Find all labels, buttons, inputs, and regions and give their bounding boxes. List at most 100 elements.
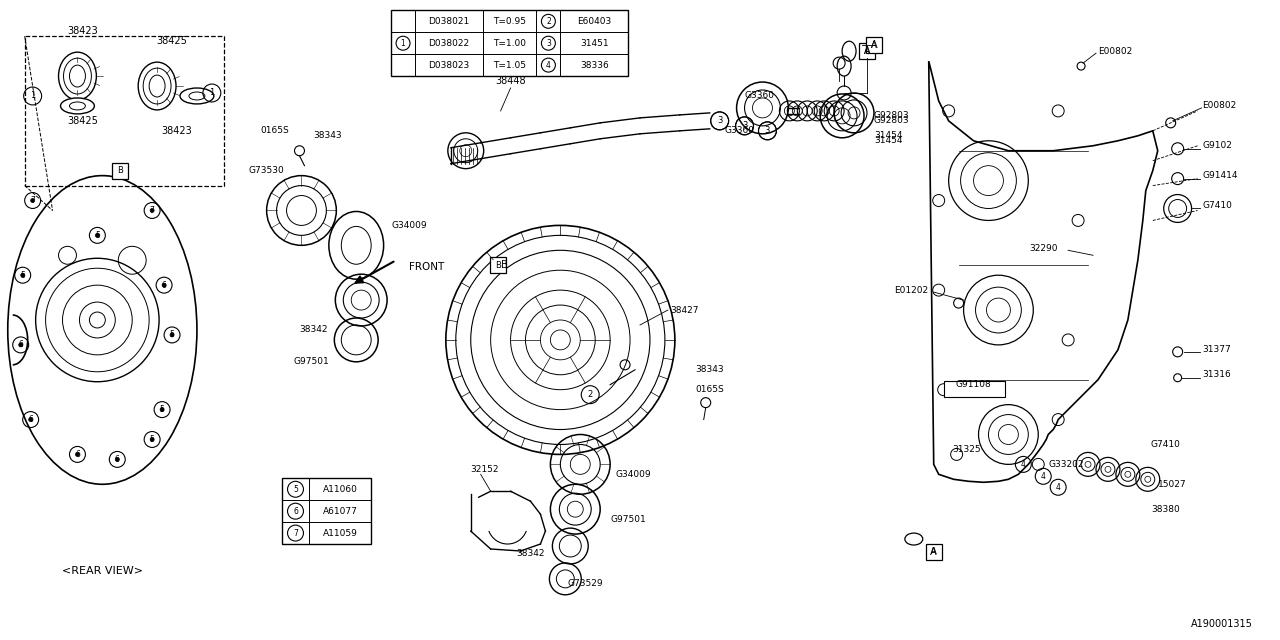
Text: 1: 1 <box>401 38 406 48</box>
Ellipse shape <box>189 92 205 100</box>
Text: 5: 5 <box>170 330 174 339</box>
Text: 38343: 38343 <box>314 131 342 140</box>
Text: A11060: A11060 <box>323 484 357 494</box>
Bar <box>113 163 128 179</box>
Circle shape <box>20 273 24 277</box>
Text: 31454: 31454 <box>874 131 902 140</box>
Text: D038023: D038023 <box>429 61 470 70</box>
Text: 4: 4 <box>547 61 550 70</box>
Ellipse shape <box>69 102 86 110</box>
Text: 38342: 38342 <box>516 550 545 559</box>
Text: 4: 4 <box>1041 472 1046 481</box>
Circle shape <box>170 333 174 337</box>
Text: G3360: G3360 <box>745 92 774 100</box>
Text: 38423: 38423 <box>67 26 97 36</box>
Text: A: A <box>864 46 870 56</box>
Text: 31316: 31316 <box>1202 371 1231 380</box>
Text: A61077: A61077 <box>323 507 357 516</box>
Text: E60403: E60403 <box>577 17 612 26</box>
Circle shape <box>31 198 35 202</box>
Text: G73530: G73530 <box>248 166 284 175</box>
Bar <box>867 37 882 53</box>
Text: 3: 3 <box>764 126 771 135</box>
Text: 38448: 38448 <box>495 76 526 86</box>
Circle shape <box>28 417 33 422</box>
Text: A: A <box>870 40 877 50</box>
Text: B: B <box>502 260 508 270</box>
Text: G33202: G33202 <box>1048 460 1084 469</box>
Text: 38427: 38427 <box>669 305 699 314</box>
Text: 6: 6 <box>115 455 120 464</box>
Bar <box>392 10 628 76</box>
Text: 7: 7 <box>150 206 155 215</box>
Text: A: A <box>931 547 937 557</box>
Text: E00802: E00802 <box>1202 101 1236 111</box>
Text: 7: 7 <box>293 529 298 538</box>
Text: 38380: 38380 <box>1151 505 1180 514</box>
Text: G34009: G34009 <box>392 221 426 230</box>
Text: 3: 3 <box>742 122 748 131</box>
Circle shape <box>19 343 23 347</box>
Text: 6: 6 <box>76 450 79 459</box>
Text: 31451: 31451 <box>580 38 608 48</box>
Circle shape <box>115 458 119 461</box>
Text: E00802: E00802 <box>1098 47 1133 56</box>
Text: A11059: A11059 <box>323 529 357 538</box>
Text: 38425: 38425 <box>67 116 97 126</box>
Text: 6: 6 <box>18 340 23 349</box>
Ellipse shape <box>60 98 95 114</box>
Text: 31454: 31454 <box>874 136 902 145</box>
Text: G7410: G7410 <box>1202 201 1233 210</box>
Text: G97501: G97501 <box>293 357 329 366</box>
Text: 15027: 15027 <box>1158 480 1187 489</box>
Text: 7: 7 <box>31 196 35 205</box>
Text: 6: 6 <box>28 415 33 424</box>
Text: 1: 1 <box>29 92 36 100</box>
Text: A: A <box>864 47 870 56</box>
Text: D038021: D038021 <box>429 17 470 26</box>
Text: 38336: 38336 <box>580 61 608 70</box>
Circle shape <box>160 408 164 412</box>
Text: 6: 6 <box>161 281 166 290</box>
Text: 38343: 38343 <box>696 365 724 374</box>
Text: 38425: 38425 <box>156 36 187 46</box>
Text: B: B <box>118 166 123 175</box>
Text: 5: 5 <box>150 435 155 444</box>
Text: 31377: 31377 <box>1202 346 1231 355</box>
Circle shape <box>96 234 100 237</box>
Text: 1: 1 <box>209 88 215 97</box>
Text: T=1.05: T=1.05 <box>493 61 526 70</box>
Circle shape <box>76 452 79 456</box>
Text: G91414: G91414 <box>1202 171 1238 180</box>
Text: E01202: E01202 <box>895 285 929 294</box>
Text: G7410: G7410 <box>1151 440 1180 449</box>
Text: D038022: D038022 <box>429 38 470 48</box>
Bar <box>490 257 506 273</box>
Text: G3360: G3360 <box>724 126 754 135</box>
Circle shape <box>163 283 166 287</box>
Text: T=0.95: T=0.95 <box>493 17 526 26</box>
Bar <box>943 381 1005 397</box>
Text: G92803: G92803 <box>874 111 910 120</box>
Text: 3: 3 <box>547 38 550 48</box>
Text: 0165S: 0165S <box>260 126 289 135</box>
Text: A190001315: A190001315 <box>1190 619 1252 628</box>
Text: 4: 4 <box>1056 483 1061 492</box>
Text: FRONT: FRONT <box>410 262 444 272</box>
Circle shape <box>150 209 154 212</box>
Text: 5: 5 <box>20 271 26 280</box>
Text: 3: 3 <box>717 116 722 125</box>
Ellipse shape <box>180 88 214 104</box>
Text: 0165S: 0165S <box>696 385 724 394</box>
Text: 38342: 38342 <box>300 326 328 335</box>
Text: 4: 4 <box>1021 460 1025 469</box>
Text: 5: 5 <box>160 405 165 414</box>
Text: G92803: G92803 <box>874 116 910 125</box>
Bar <box>925 544 942 560</box>
Text: 31325: 31325 <box>952 445 980 454</box>
Text: B: B <box>494 260 500 269</box>
Text: 6: 6 <box>293 507 298 516</box>
Bar <box>859 44 876 59</box>
Text: 2: 2 <box>547 17 550 26</box>
Text: 38423: 38423 <box>161 126 192 136</box>
